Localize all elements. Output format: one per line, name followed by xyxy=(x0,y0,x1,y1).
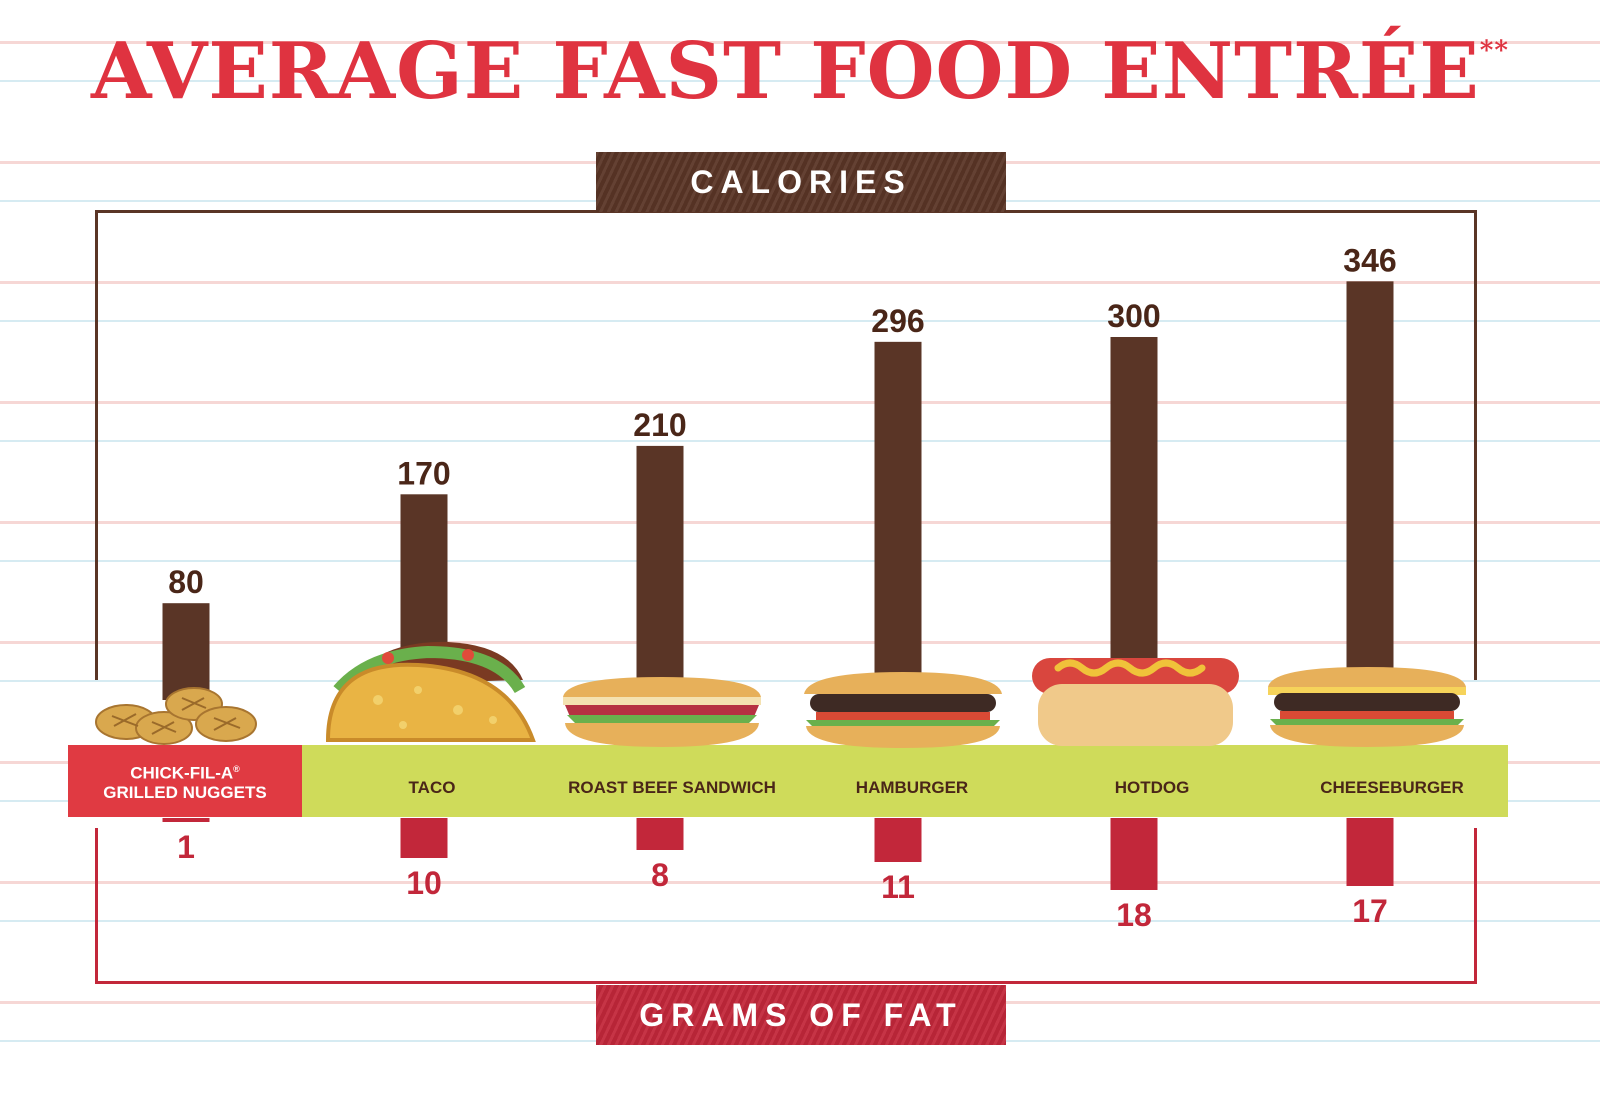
calorie-value-roast-beef-sandwich: 210 xyxy=(633,407,686,443)
category-band xyxy=(300,745,1508,817)
calorie-value-hotdog: 300 xyxy=(1107,298,1160,334)
roast-beef-sandwich-icon xyxy=(563,677,761,747)
fat-value-hamburger: 11 xyxy=(881,869,915,905)
calorie-value-taco: 170 xyxy=(397,455,450,491)
hotdog-icon xyxy=(1032,658,1239,746)
nuggets-icon xyxy=(95,687,257,745)
calorie-bar-roast-beef-sandwich xyxy=(636,445,684,700)
category-label-cheeseburger: CHEESEBURGER xyxy=(1320,778,1464,797)
calorie-bar-hamburger xyxy=(874,341,922,700)
chart-title: AVERAGE FAST FOOD ENTRÉE** xyxy=(90,26,1509,117)
fat-bar-hotdog xyxy=(1110,818,1158,890)
hamburger-icon xyxy=(804,672,1002,748)
calories-header: CALORIES xyxy=(596,152,1006,212)
category-label-hotdog: HOTDOG xyxy=(1114,778,1190,797)
fat-value-hotdog: 18 xyxy=(1116,897,1152,933)
calorie-bar-hotdog xyxy=(1110,337,1158,700)
category-label-taco: TACO xyxy=(408,778,456,797)
fat-value-taco: 10 xyxy=(406,865,442,901)
fat-bar-roast-beef-sandwich xyxy=(636,818,684,850)
fat-header: GRAMS OF FAT xyxy=(596,985,1006,1045)
calorie-bar-nuggets xyxy=(162,603,210,700)
category-label-roast-beef-sandwich: ROAST BEEF SANDWICH xyxy=(568,778,776,797)
fat-bar-hamburger xyxy=(874,818,922,862)
fat-value-roast-beef-sandwich: 8 xyxy=(651,857,669,893)
fat-value-cheeseburger: 17 xyxy=(1352,893,1388,929)
category-label-hamburger: HAMBURGER xyxy=(855,778,969,797)
calorie-bar-cheeseburger xyxy=(1346,281,1394,700)
fat-bar-nuggets xyxy=(162,818,210,822)
fat-bar-cheeseburger xyxy=(1346,818,1394,886)
fat-bar-taco xyxy=(400,818,448,858)
fat-value-nuggets: 1 xyxy=(177,829,195,865)
cheeseburger-icon xyxy=(1268,667,1466,747)
featured-category-label: CHICK-FIL-A® GRILLED NUGGETS xyxy=(68,745,302,817)
calorie-value-nuggets: 80 xyxy=(168,564,204,600)
calorie-value-hamburger: 296 xyxy=(871,303,924,339)
taco-icon xyxy=(325,641,536,742)
fat-frame xyxy=(95,828,1477,984)
calorie-value-cheeseburger: 346 xyxy=(1343,242,1396,278)
